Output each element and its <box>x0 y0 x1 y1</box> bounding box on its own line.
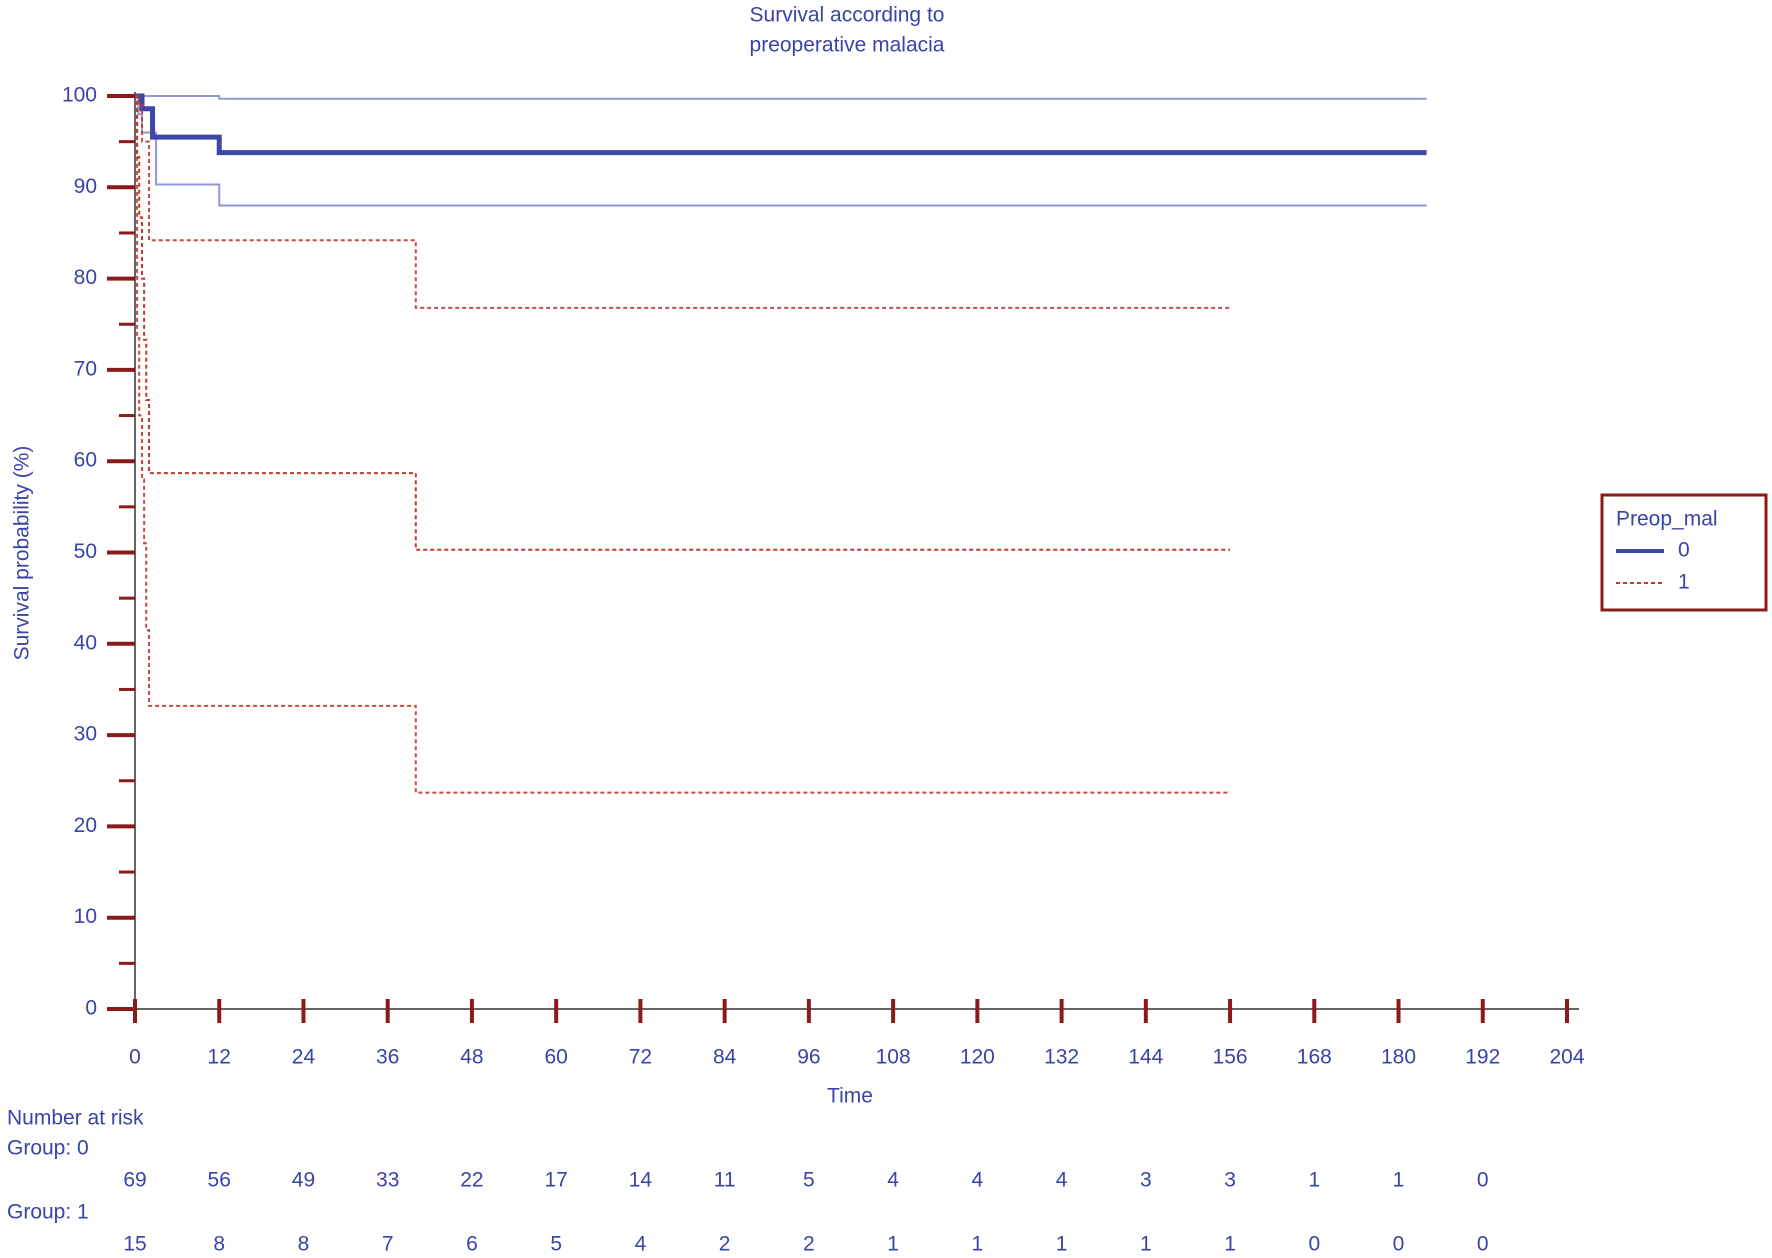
x-tick-label: 96 <box>797 1046 820 1069</box>
x-tick-label: 48 <box>460 1046 483 1069</box>
risk-count: 1 <box>1140 1233 1152 1256</box>
chart-title: Survival according to <box>750 4 945 27</box>
risk-group-label: Group: 1 <box>7 1201 89 1224</box>
risk-count: 1 <box>1393 1169 1405 1192</box>
x-tick-label: 156 <box>1213 1046 1248 1069</box>
risk-count: 0 <box>1477 1169 1489 1192</box>
y-tick-label: 80 <box>74 266 97 289</box>
ci-lower-line <box>135 95 1231 794</box>
risk-count: 3 <box>1140 1169 1152 1192</box>
x-tick-label: 36 <box>376 1046 399 1069</box>
legend-label: 0 <box>1678 539 1690 562</box>
risk-count: 4 <box>972 1169 984 1192</box>
risk-count: 11 <box>714 1169 736 1192</box>
y-tick-label: 40 <box>74 631 97 654</box>
ci-lower-line <box>135 95 1427 207</box>
risk-count: 1 <box>1056 1233 1068 1256</box>
risk-count: 33 <box>376 1169 399 1192</box>
y-tick-label: 70 <box>74 357 97 380</box>
risk-count: 1 <box>1224 1233 1236 1256</box>
risk-count: 1 <box>972 1233 984 1256</box>
y-tick-label: 30 <box>74 723 97 746</box>
x-tick-label: 72 <box>629 1046 652 1069</box>
risk-count: 6 <box>466 1233 478 1256</box>
x-tick-label: 168 <box>1297 1046 1332 1069</box>
risk-count: 2 <box>803 1233 815 1256</box>
x-tick-label: 120 <box>960 1046 995 1069</box>
x-tick-label: 84 <box>713 1046 737 1069</box>
survival-line <box>135 95 1231 551</box>
risk-count: 3 <box>1224 1169 1236 1192</box>
risk-count: 8 <box>213 1233 225 1256</box>
legend-title: Preop_mal <box>1616 508 1718 531</box>
y-tick-label: 100 <box>62 84 97 107</box>
ci-upper-line <box>135 95 1427 100</box>
x-tick-label: 204 <box>1549 1046 1584 1069</box>
legend-box <box>1600 493 1768 612</box>
y-tick-label: 60 <box>74 449 97 472</box>
x-tick-label: 192 <box>1465 1046 1500 1069</box>
risk-count: 56 <box>208 1169 231 1192</box>
risk-count: 1 <box>1308 1169 1320 1192</box>
x-tick-label: 132 <box>1044 1046 1079 1069</box>
risk-group-label: Group: 0 <box>7 1137 89 1160</box>
legend-label: 1 <box>1678 571 1690 594</box>
risk-count: 17 <box>544 1169 567 1192</box>
x-tick-label: 60 <box>544 1046 567 1069</box>
survival-line <box>135 93 1427 156</box>
risk-count: 1 <box>887 1233 899 1256</box>
x-tick-label: 12 <box>208 1046 231 1069</box>
y-tick-label: 20 <box>74 814 97 837</box>
risk-count: 14 <box>629 1169 653 1192</box>
y-tick-label: 50 <box>74 540 97 563</box>
risk-table-title: Number at risk <box>7 1107 144 1130</box>
x-tick-label: 144 <box>1128 1046 1163 1069</box>
risk-count: 8 <box>298 1233 310 1256</box>
chart-title: preoperative malacia <box>750 34 945 57</box>
risk-count: 2 <box>719 1233 731 1256</box>
risk-count: 49 <box>292 1169 315 1192</box>
y-tick-label: 0 <box>85 997 97 1020</box>
risk-count: 0 <box>1308 1233 1320 1256</box>
y-tick-label: 90 <box>74 175 97 198</box>
risk-count: 22 <box>460 1169 483 1192</box>
x-tick-label: 108 <box>876 1046 911 1069</box>
risk-count: 4 <box>1056 1169 1068 1192</box>
ci-upper-line <box>135 95 1231 309</box>
risk-count: 7 <box>382 1233 394 1256</box>
x-tick-label: 0 <box>129 1046 141 1069</box>
risk-count: 0 <box>1477 1233 1489 1256</box>
y-tick-label: 10 <box>74 905 97 928</box>
risk-count: 4 <box>635 1233 647 1256</box>
risk-count: 0 <box>1393 1233 1405 1256</box>
x-axis-label: Time <box>827 1085 873 1108</box>
risk-count: 15 <box>123 1233 146 1256</box>
risk-count: 5 <box>803 1169 815 1192</box>
risk-count: 4 <box>887 1169 899 1192</box>
risk-count: 69 <box>123 1169 146 1192</box>
y-axis-label: Survival probability (%) <box>11 446 34 661</box>
x-tick-label: 24 <box>292 1046 316 1069</box>
x-tick-label: 180 <box>1381 1046 1416 1069</box>
risk-count: 5 <box>550 1233 562 1256</box>
